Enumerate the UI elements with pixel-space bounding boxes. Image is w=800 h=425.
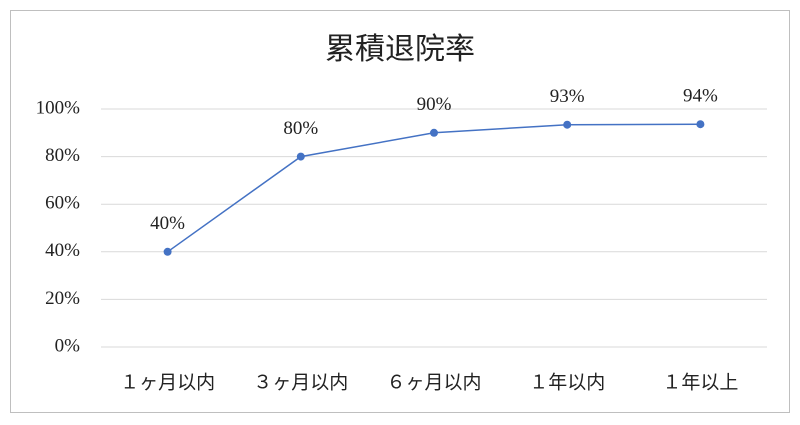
data-label: 94% <box>683 86 718 107</box>
y-tick-label: 0% <box>55 335 81 356</box>
data-point <box>696 120 705 129</box>
y-tick-label: 80% <box>45 145 80 166</box>
data-label: 93% <box>550 86 585 107</box>
data-label: 40% <box>150 213 185 234</box>
chart-title: 累積退院率 <box>325 33 475 66</box>
data-point <box>163 247 172 256</box>
chart-frame <box>10 10 790 413</box>
data-point <box>296 152 305 161</box>
data-label: 90% <box>417 94 452 115</box>
data-point <box>430 128 438 137</box>
data-label: 80% <box>283 118 318 139</box>
y-tick-label: 100% <box>36 97 81 118</box>
x-tick-label: ３ヶ月以内 <box>253 371 348 393</box>
x-tick-label: ６ヶ月以内 <box>386 371 481 393</box>
x-tick-label: １年以内 <box>529 371 605 393</box>
y-tick-label: 20% <box>45 288 80 309</box>
y-tick-label: 60% <box>45 193 80 214</box>
x-tick-label: １ヶ月以内 <box>120 371 215 393</box>
x-tick-label: １年以上 <box>662 371 738 393</box>
data-point <box>563 120 572 129</box>
y-tick-label: 40% <box>45 240 80 261</box>
